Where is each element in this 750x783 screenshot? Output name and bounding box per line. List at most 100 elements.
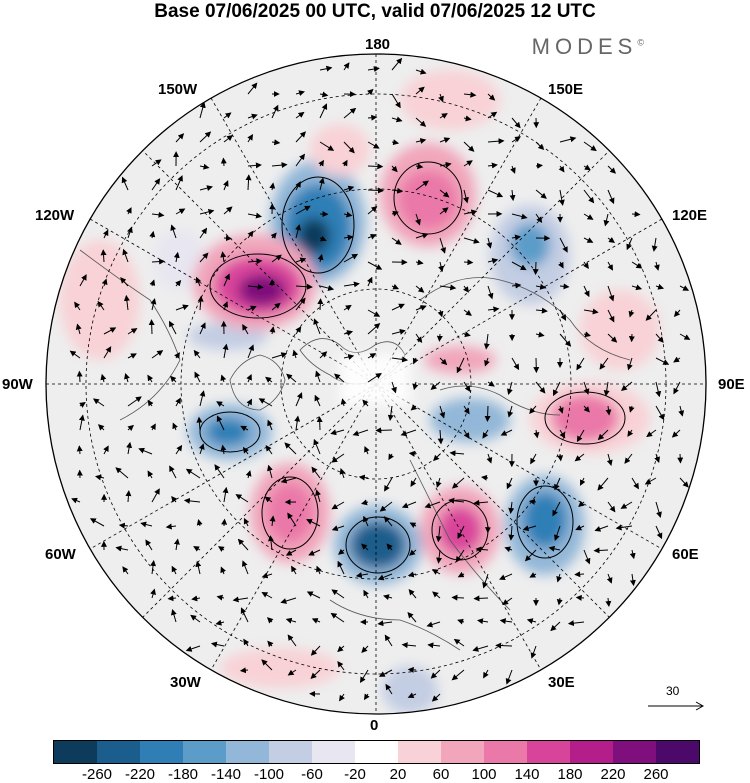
wind-vector	[603, 381, 610, 397]
wind-vector	[487, 138, 505, 145]
wind-vector	[343, 234, 354, 241]
wind-vector	[295, 111, 305, 119]
wind-vector	[267, 640, 274, 648]
wind-vector	[175, 397, 181, 407]
wind-vector	[89, 518, 105, 527]
wind-vector	[437, 309, 444, 318]
wind-vector	[199, 390, 206, 407]
wind-vector	[199, 163, 210, 170]
wind-vector	[646, 429, 657, 438]
wind-vector	[629, 549, 636, 560]
colorbar-tick-label: 260	[643, 766, 669, 783]
wind-vector	[391, 283, 400, 290]
wind-vector	[317, 298, 324, 311]
wind-vector	[583, 381, 590, 395]
wind-vector	[385, 683, 393, 695]
wind-vector	[631, 211, 641, 218]
wind-vector	[439, 357, 448, 366]
wind-vector	[455, 549, 465, 563]
wind-vector	[391, 165, 398, 173]
wind-vector	[433, 453, 441, 462]
colorbar-tick-label: 20	[389, 766, 407, 783]
wind-vector	[216, 594, 225, 601]
wind-vector	[367, 323, 381, 335]
wind-vector	[439, 284, 457, 291]
wind-vector	[435, 477, 442, 488]
wind-vector	[337, 660, 345, 671]
wind-vector	[295, 224, 301, 239]
wind-vector	[199, 227, 208, 239]
wind-vector	[644, 477, 657, 485]
wind-vector	[507, 381, 513, 395]
colorbar-swatch	[183, 741, 226, 763]
wind-vector	[331, 525, 345, 532]
wind-vector	[607, 189, 615, 205]
wind-vector	[408, 450, 417, 457]
wind-vector	[261, 592, 273, 599]
wind-vector	[407, 666, 417, 673]
lon-label-120w: 120W	[35, 207, 75, 224]
wind-vector	[412, 381, 419, 391]
wind-vector	[482, 573, 489, 589]
wind-vector	[628, 405, 635, 413]
wind-vector	[280, 477, 297, 484]
vector-legend: 30	[646, 684, 706, 714]
wind-vector	[559, 136, 577, 143]
wind-vector	[199, 208, 215, 215]
wind-vector	[631, 261, 643, 269]
chart-title: Base 07/06/2025 00 UTC, valid 07/06/2025…	[154, 1, 596, 22]
wind-vector	[607, 501, 616, 513]
wind-vector	[217, 546, 225, 552]
wind-vector	[199, 252, 209, 263]
wind-vector	[504, 546, 513, 553]
brand-text: MODES	[531, 34, 638, 59]
wind-vector	[391, 356, 409, 363]
wind-vector	[220, 444, 227, 455]
wind-vector	[319, 235, 327, 242]
wind-vector	[362, 399, 369, 407]
wind-vector	[463, 259, 474, 266]
vector-legend-value: 30	[666, 684, 680, 698]
wind-vector	[526, 618, 537, 624]
wind-vector	[426, 621, 441, 628]
wind-vector	[557, 453, 564, 462]
wind-vector	[125, 490, 132, 503]
lon-label-120e: 120E	[672, 207, 708, 224]
wind-vector	[331, 589, 345, 599]
wind-vector	[511, 261, 527, 271]
wind-vector	[430, 669, 441, 679]
colorbar-tick-label: -180	[167, 766, 199, 783]
wind-vector	[337, 560, 345, 575]
wind-vector	[367, 372, 382, 383]
lon-label-60e: 60E	[672, 546, 699, 563]
wind-vector	[436, 333, 443, 342]
wind-vector	[530, 453, 537, 465]
wind-vector	[367, 206, 378, 215]
wind-vector	[409, 522, 417, 529]
wind-vector	[313, 318, 321, 335]
wind-vector	[74, 301, 81, 311]
wind-vector	[528, 498, 537, 505]
wind-vector	[463, 429, 470, 439]
wind-vector	[559, 283, 570, 290]
wind-vector	[379, 501, 393, 512]
wind-vector	[145, 539, 153, 551]
wind-vector	[463, 405, 470, 415]
colorbar-swatch	[484, 741, 527, 763]
wind-vector	[487, 93, 496, 101]
wind-vector	[271, 352, 288, 359]
wind-vector	[654, 453, 660, 463]
wind-vector	[361, 543, 369, 551]
wind-vector	[431, 569, 441, 575]
wind-vector	[678, 405, 685, 417]
wind-vector	[240, 607, 249, 623]
wind-vector	[439, 405, 446, 419]
wind-vector	[191, 595, 201, 602]
wind-vector	[407, 692, 417, 699]
wind-vector	[407, 571, 417, 578]
wind-vector	[147, 470, 154, 479]
wind-vector	[605, 405, 612, 416]
wind-vector	[655, 405, 665, 421]
wind-vector	[306, 519, 321, 527]
